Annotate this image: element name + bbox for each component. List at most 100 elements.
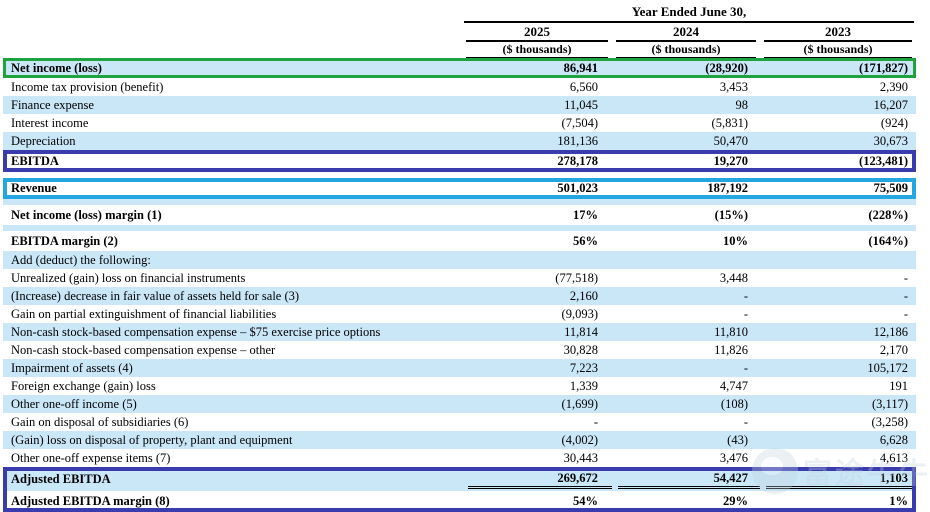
row-value: 11,810 <box>714 324 748 339</box>
row-label: Depreciation <box>11 133 76 148</box>
table-row: EBITDA margin (2) 56% 10% (164%) <box>3 231 916 251</box>
row-label: Non-cash stock-based compensation expens… <box>11 342 276 357</box>
unit-label-2024: ($ thousands) <box>616 42 756 58</box>
row-label: (Increase) decrease in fair value of ass… <box>11 288 300 303</box>
row-value: 75,509 <box>873 181 908 195</box>
row-value: (3,258) <box>871 414 908 429</box>
row-label: EBITDA <box>11 153 59 168</box>
table-row: Gain on partial extinguishment of financ… <box>3 305 916 323</box>
row-value: 11,045 <box>564 97 598 112</box>
row-value: 7,223 <box>569 360 598 375</box>
row-value: 56% <box>573 233 598 248</box>
row-value: (9,093) <box>561 306 598 321</box>
ebitda-reconciliation-table: Year Ended June 30, 2025 2024 2023 ($ th… <box>3 2 916 512</box>
row-value: (5,831) <box>711 115 748 130</box>
table-row: Net income (loss) 86,941 (28,920) (171,827) <box>3 58 916 78</box>
row-value: 1,339 <box>569 378 598 393</box>
row-value: (164%) <box>868 233 908 248</box>
row-value: 278,178 <box>468 152 612 170</box>
row-value: 17% <box>573 207 598 222</box>
table-row: Income tax provision (benefit) 6,560 3,453… <box>3 78 916 96</box>
row-value: 181,136 <box>557 133 598 148</box>
row-value: 6,560 <box>569 79 598 94</box>
row-value: - <box>903 288 908 303</box>
row-value: 98 <box>735 97 749 112</box>
row-value: 16,207 <box>873 97 908 112</box>
table-row: Other one-off expense items (7) 30,443 3,4… <box>3 449 916 467</box>
row-label: (Gain) loss on disposal of property, pla… <box>11 432 293 447</box>
row-label: Impairment of assets (4) <box>11 360 133 375</box>
row-label: Income tax provision (benefit) <box>11 79 164 94</box>
row-value: 30,673 <box>873 133 908 148</box>
year-column-2025: 2025 <box>466 23 608 42</box>
table-row: Gain on disposal of subsidiaries (6) - - (3… <box>3 413 916 431</box>
row-value: - <box>743 288 748 303</box>
row-value: - <box>743 360 748 375</box>
table-row: Non-cash stock-based compensation expens… <box>3 341 916 359</box>
row-label: Unrealized (gain) loss on financial inst… <box>11 270 246 285</box>
period-header-text: Year Ended June 30, <box>631 4 747 19</box>
row-value: 3,476 <box>719 450 748 465</box>
row-value: (1,699) <box>561 396 598 411</box>
row-value: 11,814 <box>564 324 598 339</box>
row-label: Finance expense <box>11 97 94 112</box>
table-row: Other one-off income (5) (1,699) (108) (3,1… <box>3 395 916 413</box>
row-value: - <box>903 270 908 285</box>
row-label: Adjusted EBITDA <box>11 471 111 486</box>
row-spacer <box>3 225 916 231</box>
year-column-2023: 2023 <box>764 23 912 42</box>
row-label: Gain on disposal of subsidiaries (6) <box>11 414 189 429</box>
row-value: 3,448 <box>719 270 748 285</box>
row-value: 6,628 <box>879 432 908 447</box>
table-row: Add (deduct) the following: <box>3 251 916 269</box>
row-label: Other one-off expense items (7) <box>11 450 171 465</box>
row-value: 2,390 <box>879 79 908 94</box>
row-value: 86,941 <box>563 60 598 75</box>
table-row: Impairment of assets (4) 7,223 - 105,172 <box>3 359 916 377</box>
row-label: Interest income <box>11 115 89 130</box>
row-label: Other one-off income (5) <box>11 396 137 411</box>
row-value: (7,504) <box>561 115 598 130</box>
row-value: 12,186 <box>873 324 908 339</box>
row-value: 4,613 <box>879 450 908 465</box>
adjusted-ebitda-group: Adjusted EBITDA 269,672 54,427 1,103 Adjuste… <box>3 467 916 512</box>
row-value: (924) <box>880 115 908 130</box>
row-value: 191 <box>889 378 908 393</box>
row-value: 10% <box>723 233 748 248</box>
row-value: 29% <box>723 494 748 508</box>
row-label: Net income (loss) margin (1) <box>11 207 162 222</box>
row-value: - <box>903 306 908 321</box>
row-value: (3,117) <box>872 396 908 411</box>
table-body: Net income (loss) 86,941 (28,920) (171,827)… <box>3 58 916 512</box>
row-value: 11,826 <box>714 342 748 357</box>
row-label: Net income (loss) <box>11 60 102 75</box>
row-value: 19,270 <box>618 152 760 170</box>
row-label: Adjusted EBITDA margin (8) <box>11 494 170 508</box>
row-value: (228%) <box>868 207 908 222</box>
row-value: (123,481) <box>766 152 916 170</box>
row-value: 105,172 <box>867 360 908 375</box>
row-value: - <box>743 306 748 321</box>
row-value: 2,170 <box>879 342 908 357</box>
row-value: (4,002) <box>561 432 598 447</box>
row-label: Add (deduct) the following: <box>11 252 151 267</box>
row-value: 501,023 <box>557 181 598 195</box>
row-spacer <box>3 199 916 205</box>
table-row: Unrealized (gain) loss on financial inst… <box>3 269 916 287</box>
row-value: 269,672 <box>468 469 612 489</box>
row-label: EBITDA margin (2) <box>11 233 118 248</box>
row-value: 1,103 <box>766 469 916 489</box>
year-column-2024: 2024 <box>616 23 756 42</box>
row-value: - <box>743 414 748 429</box>
period-header: Year Ended June 30, <box>464 2 914 23</box>
row-value: 1% <box>889 494 908 508</box>
row-value: - <box>593 414 598 429</box>
row-value: 30,443 <box>563 450 598 465</box>
row-value: (171,827) <box>859 60 908 75</box>
row-value: 3,453 <box>719 79 748 94</box>
table-row: Finance expense 11,045 98 16,207 <box>3 96 916 114</box>
table-row: Net income (loss) margin (1) 17% (15%) (228… <box>3 205 916 225</box>
row-value: 2,160 <box>569 288 598 303</box>
table-row: (Gain) loss on disposal of property, pla… <box>3 431 916 449</box>
